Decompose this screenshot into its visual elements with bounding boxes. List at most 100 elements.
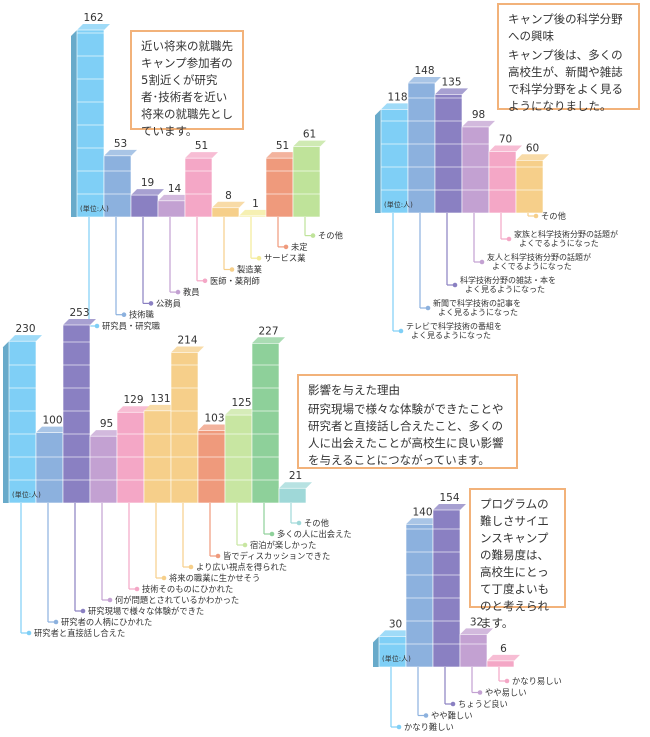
reasons-value-label: 230 xyxy=(15,323,35,335)
reasons-value-label: 129 xyxy=(123,394,143,406)
interest-bar-top xyxy=(462,120,495,127)
reasons-category-label: 研究者の人柄にひかれた xyxy=(61,617,152,627)
reasons-bar-top xyxy=(198,424,231,431)
career-value-label: 53 xyxy=(114,138,127,150)
difficulty-category-label: ちょうど良い xyxy=(458,699,508,709)
career-category-label: その他 xyxy=(318,231,343,241)
career-leader-dot xyxy=(229,267,235,272)
reasons-bar-top xyxy=(279,482,312,489)
reasons-bar-top xyxy=(9,335,42,342)
career-category-label: 製造業 xyxy=(237,265,262,275)
difficulty-bar xyxy=(432,509,461,668)
note-reasons-body: 研究現場で様々な体験ができたことや研究者と直接話し合えたこと、多くの人に出会えた… xyxy=(308,402,504,467)
reasons-bar xyxy=(197,430,226,504)
reasons-bar xyxy=(224,414,253,504)
difficulty-bar-top xyxy=(487,654,520,661)
career-value-label: 162 xyxy=(83,12,103,24)
reasons-bar-top xyxy=(252,337,285,344)
reasons-chart: 230 研究者と直接話し合えた 100 研究者の人柄にひかれた 253 研究現場で様々な体… xyxy=(3,307,352,638)
interest-leader-dot xyxy=(398,328,404,334)
difficulty-value-label: 140 xyxy=(412,506,432,518)
interest-chart: 118 テレビで科学技術の番組をよく見るようになった 148 新聞で科学技術の記事をよ… xyxy=(375,65,618,340)
career-bar-top xyxy=(293,140,326,147)
reasons-category-label: 宿泊が楽しかった xyxy=(250,540,316,550)
reasons-value-label: 125 xyxy=(231,397,251,409)
note-career: 近い将来の就職先キャンプ参加者の5割近くが研究者･技術者を近い将来の就職先として… xyxy=(130,30,244,138)
career-leader-dot xyxy=(310,233,316,238)
career-bar-top xyxy=(131,189,164,196)
career-value-label: 19 xyxy=(141,177,154,189)
interest-leader-dot xyxy=(506,236,512,242)
difficulty-leader-dot xyxy=(396,724,402,730)
interest-bar-top xyxy=(435,88,468,95)
reasons-leader-dot xyxy=(296,520,302,526)
career-bar xyxy=(211,207,240,218)
career-value-label: 1 xyxy=(252,198,259,210)
interest-category-label: 新聞で科学技術の記事をよく見るようになった xyxy=(433,298,521,317)
interest-bar-top xyxy=(516,154,549,161)
career-bar-top xyxy=(104,149,137,156)
career-bar xyxy=(130,194,159,218)
reasons-bar-top xyxy=(171,346,204,353)
reasons-leader-dot xyxy=(269,531,275,537)
career-leader-dot xyxy=(94,323,100,329)
difficulty-bar xyxy=(459,634,488,668)
reasons-value-label: 214 xyxy=(177,334,197,346)
career-bar-top xyxy=(212,201,245,208)
reasons-category-label: 研究者と直接話し合えた xyxy=(34,628,125,638)
career-bar-top xyxy=(266,152,299,159)
reasons-value-label: 100 xyxy=(42,415,62,427)
reasons-bar xyxy=(278,487,307,504)
reasons-leader-dot xyxy=(134,586,140,592)
interest-category-label: テレビで科学技術の番組をよく見るようになった xyxy=(406,321,502,340)
career-category-label: 教員 xyxy=(183,287,200,297)
career-bar-side xyxy=(71,30,77,217)
career-bar-top xyxy=(158,194,191,201)
career-bar xyxy=(265,157,294,218)
reasons-category-label: 皆でディスカッションできた xyxy=(223,551,330,561)
reasons-bar xyxy=(8,340,37,504)
career-leader-dot xyxy=(175,289,181,295)
career-value-label: 8 xyxy=(225,190,232,202)
career-bar xyxy=(157,200,186,218)
reasons-value-label: 103 xyxy=(204,413,224,425)
career-category-label: 技術職 xyxy=(129,310,155,320)
career-value-label: 51 xyxy=(276,140,289,152)
career-leader-dot xyxy=(202,278,208,284)
note-difficulty: プログラムの難しさサイエンスキャンプの難易度は、高校生にとって丁度よいものと考え… xyxy=(469,488,566,630)
reasons-bar xyxy=(116,411,145,504)
reasons-category-label: 技術そのものにひかれた xyxy=(142,584,233,594)
difficulty-bar-top xyxy=(433,504,466,510)
interest-category-label: 科学技術分野の雑誌・本をよく見るようになった xyxy=(460,275,556,294)
career-category-label: 公務員 xyxy=(156,298,181,308)
reasons-value-label: 227 xyxy=(258,325,278,337)
reasons-leader-dot xyxy=(188,564,194,570)
career-bar-top xyxy=(239,209,272,216)
career-bar xyxy=(238,215,267,218)
difficulty-leader-dot xyxy=(477,690,483,695)
career-value-label: 51 xyxy=(195,140,208,152)
interest-value-label: 70 xyxy=(499,134,512,146)
interest-bar-side xyxy=(375,109,381,213)
reasons-category-label: より広い視点を得られた xyxy=(196,562,287,572)
reasons-category-label: その他 xyxy=(304,518,329,528)
interest-bar xyxy=(488,151,517,214)
reasons-bar-top xyxy=(144,404,177,411)
career-category-label: 未定 xyxy=(291,242,308,252)
career-leader-dot xyxy=(256,255,262,261)
career-leader-dot xyxy=(148,301,154,306)
reasons-leader-dot xyxy=(26,630,32,636)
note-interest: キャンプ後の科学分野への興味 キャンプ後は、多くの高校生が、新聞や雑誌で科学分野… xyxy=(497,3,640,113)
reasons-category-label: 多くの人に出会えた xyxy=(277,529,352,539)
reasons-value-label: 21 xyxy=(289,470,302,482)
difficulty-bar-top xyxy=(460,628,493,635)
reasons-leader-dot xyxy=(80,608,86,614)
reasons-value-label: 95 xyxy=(100,418,113,430)
interest-value-label: 135 xyxy=(441,76,461,88)
interest-bar xyxy=(407,82,436,214)
note-difficulty-body: プログラムの難しさサイエンスキャンプの難易度は、高校生にとって丁度よいものと考え… xyxy=(480,497,549,630)
difficulty-leader-dot xyxy=(423,713,429,718)
interest-leader-dot xyxy=(533,213,539,219)
difficulty-category-label: やや易しい xyxy=(485,688,527,698)
